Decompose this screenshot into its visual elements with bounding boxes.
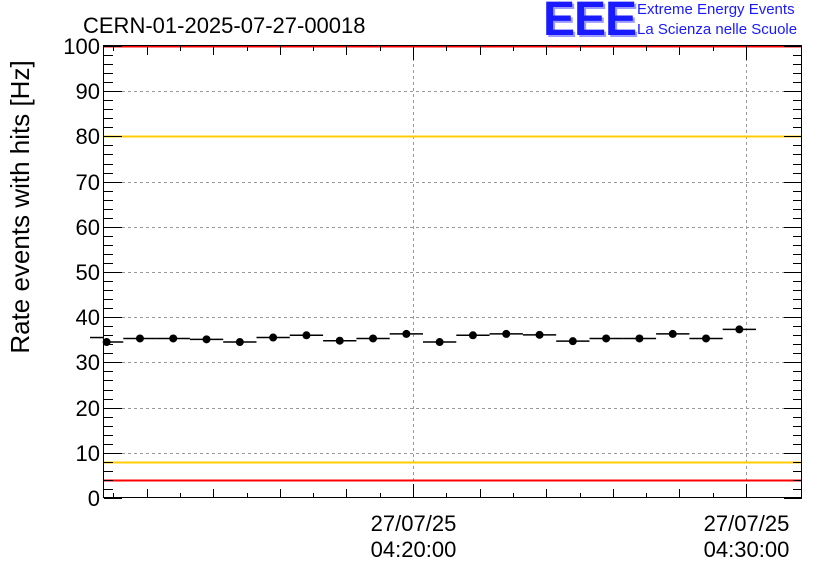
logo-line-2: La Scienza nelle Scuole [637,21,798,38]
data-point [735,325,744,334]
data-point [202,335,211,344]
y-tick-label: 10 [76,441,100,466]
chart-title: CERN-01-2025-07-27-00018 [83,13,366,38]
plot-frame [103,45,802,498]
y-tick-label: 60 [76,215,100,240]
y-tick-label: 50 [76,260,100,285]
y-tick-label: 100 [63,34,100,59]
data-point [269,333,278,342]
data-point [668,329,677,338]
data-point [369,334,378,343]
data-point [169,334,178,343]
y-tick-label: 30 [76,350,100,375]
x-tick-time-label: 04:20:00 [371,537,457,562]
data-point [568,337,577,346]
x-tick-date-label: 27/07/25 [371,511,457,536]
data-point [502,329,511,338]
data-point [702,334,711,343]
x-tick-date-label: 27/07/25 [704,511,790,536]
data-point [468,331,477,340]
y-tick-label: 70 [76,170,100,195]
y-tick-label: 90 [76,79,100,104]
logo-line-1: Extreme Energy Events [637,1,795,18]
y-tick-label: 20 [76,396,100,421]
y-tick-label: 40 [76,305,100,330]
data-point [602,334,611,343]
data-point [135,334,144,343]
y-tick-label: 80 [76,124,100,149]
y-tick-label: 0 [88,486,100,511]
x-tick-time-label: 04:30:00 [704,537,790,562]
data-point [335,336,344,345]
eee-logo-mark: EEE [543,0,637,46]
data-point [535,330,544,339]
data-point [302,331,311,340]
data-point [235,338,244,347]
data-point [102,338,111,347]
y-axis-label: Rate events with hits [Hz] [5,60,35,353]
data-point [635,334,644,343]
eee-logo: EEE Extreme Energy Events La Scienza nel… [541,0,831,46]
data-point [402,329,411,338]
data-point [435,338,444,347]
